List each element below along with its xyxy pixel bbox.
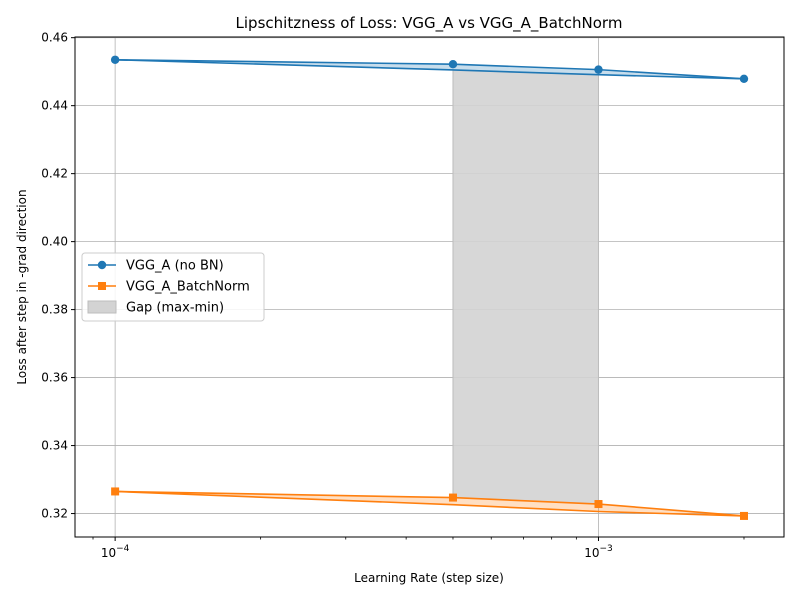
series-1-marker	[594, 500, 603, 509]
y-tick-label: 0.40	[41, 235, 68, 249]
x-axis-label: Learning Rate (step size)	[354, 571, 504, 585]
legend-frame	[81, 252, 265, 322]
legend-swatch-gap	[87, 300, 117, 314]
series-0-marker	[739, 74, 749, 84]
series-1-min-line	[115, 490, 745, 517]
legend-marker-0	[97, 260, 107, 270]
legend: VGG_A (no BN) VGG_A_BatchNorm Gap (max-min…	[81, 252, 265, 322]
x-tick-label: 10−3	[584, 544, 613, 560]
y-tick-label: 0.34	[41, 439, 68, 453]
legend-marker-1	[98, 282, 106, 290]
plot-frame	[74, 36, 785, 538]
series-1-max-line	[115, 490, 745, 517]
series-0-min-line	[115, 58, 745, 80]
series-1-marker	[739, 511, 748, 520]
series-1-marker	[448, 493, 457, 502]
y-tick-label: 0.42	[41, 167, 68, 181]
series-0-max-line	[115, 58, 745, 80]
series-0-marker	[110, 55, 120, 64]
y-axis-label: Loss after step in -grad direction	[15, 189, 29, 384]
series-0-marker	[448, 59, 458, 69]
y-tick-label: 0.32	[41, 507, 68, 521]
y-tick-label: 0.38	[41, 303, 68, 317]
plot-area: 0.32 0.34 0.36 0.38 0.40 0.42 0.44 0.46 10−4 10−3	[41, 31, 785, 560]
legend-label-0: VGG_A (no BN)	[126, 259, 224, 274]
legend-label-1: VGG_A_BatchNorm	[126, 280, 250, 295]
series-1-marker	[111, 487, 120, 496]
series-0-marker	[594, 65, 603, 74]
gap-fill-area	[452, 69, 599, 505]
x-tick-label: 10−4	[101, 544, 130, 560]
chart-title: Lipschitzness of Loss: VGG_A vs VGG_A_Ba…	[236, 14, 623, 33]
y-tick-label: 0.36	[41, 371, 68, 385]
y-tick-label: 0.44	[41, 99, 68, 113]
legend-label-gap: Gap (max-min)	[126, 301, 224, 316]
y-tick-label: 0.46	[41, 31, 68, 45]
